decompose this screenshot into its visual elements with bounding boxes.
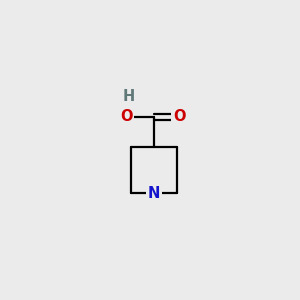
Text: N: N bbox=[148, 186, 160, 201]
Text: O: O bbox=[173, 109, 185, 124]
Text: O: O bbox=[120, 109, 132, 124]
Text: H: H bbox=[122, 88, 134, 104]
